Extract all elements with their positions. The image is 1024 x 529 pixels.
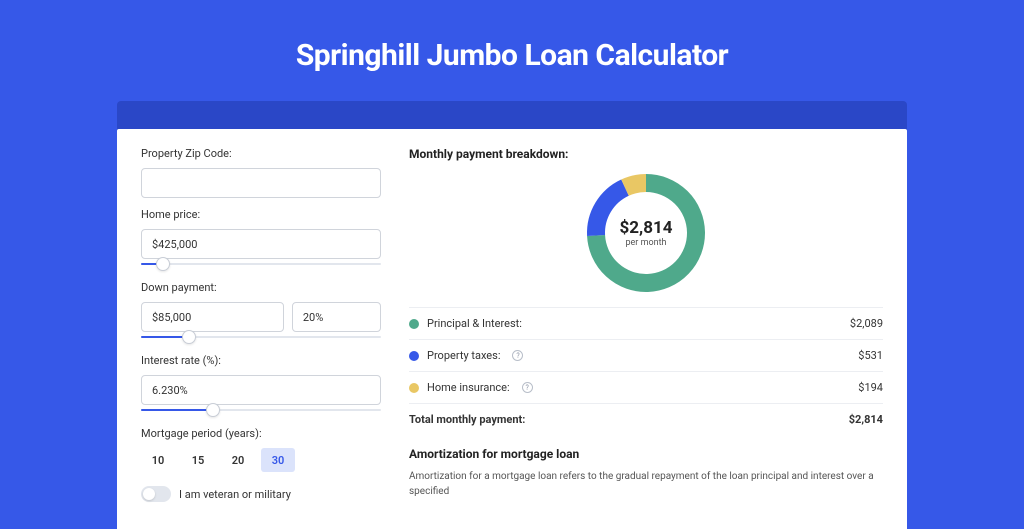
period-label: Mortgage period (years): xyxy=(141,427,381,440)
donut-chart: $2,814 per month xyxy=(586,173,706,293)
down-payment-label: Down payment: xyxy=(141,281,381,294)
legend-label: Principal & Interest: xyxy=(427,317,522,330)
amortization-title: Amortization for mortgage loan xyxy=(409,447,883,461)
info-icon[interactable]: ? xyxy=(512,350,523,361)
legend-dot xyxy=(409,383,419,393)
down-payment-slider[interactable] xyxy=(141,330,381,344)
total-value: $2,814 xyxy=(849,413,883,426)
calculator-card: Property Zip Code: Home price: Down paym… xyxy=(117,129,907,529)
slider-thumb[interactable] xyxy=(156,257,170,271)
breakdown-column: Monthly payment breakdown: $2,814 per mo… xyxy=(409,147,883,529)
home-price-slider[interactable] xyxy=(141,257,381,271)
interest-input[interactable] xyxy=(141,375,381,405)
period-option-15[interactable]: 15 xyxy=(181,448,215,472)
legend-total-row: Total monthly payment: $2,814 xyxy=(409,404,883,435)
period-option-30[interactable]: 30 xyxy=(261,448,295,472)
form-column: Property Zip Code: Home price: Down paym… xyxy=(141,147,381,529)
home-price-input[interactable] xyxy=(141,229,381,259)
period-option-20[interactable]: 20 xyxy=(221,448,255,472)
card-shadow: Property Zip Code: Home price: Down paym… xyxy=(117,101,907,529)
period-option-10[interactable]: 10 xyxy=(141,448,175,472)
total-label: Total monthly payment: xyxy=(409,413,525,426)
period-block: Mortgage period (years): 10152030 xyxy=(141,427,381,472)
down-payment-percent-input[interactable] xyxy=(292,302,381,332)
slider-fill xyxy=(141,409,213,411)
veteran-toggle[interactable] xyxy=(141,486,171,502)
legend-row-2: Home insurance:? $194 xyxy=(409,372,883,404)
zip-block: Property Zip Code: xyxy=(141,147,381,198)
slider-thumb[interactable] xyxy=(206,403,220,417)
legend-value: $2,089 xyxy=(850,317,883,330)
legend-value: $531 xyxy=(858,349,883,362)
toggle-knob xyxy=(143,488,155,500)
interest-block: Interest rate (%): xyxy=(141,354,381,417)
down-payment-block: Down payment: xyxy=(141,281,381,344)
legend-label: Home insurance: xyxy=(427,381,510,394)
legend: Principal & Interest: $2,089 Property taxe… xyxy=(409,308,883,435)
legend-dot xyxy=(409,351,419,361)
legend-row-1: Property taxes:? $531 xyxy=(409,340,883,372)
zip-label: Property Zip Code: xyxy=(141,147,381,160)
period-options: 10152030 xyxy=(141,448,381,472)
down-payment-amount-input[interactable] xyxy=(141,302,284,332)
breakdown-title: Monthly payment breakdown: xyxy=(409,147,883,161)
info-icon[interactable]: ? xyxy=(522,382,533,393)
slider-thumb[interactable] xyxy=(182,330,196,344)
home-price-block: Home price: xyxy=(141,208,381,271)
donut-center: $2,814 per month xyxy=(586,173,706,293)
interest-slider[interactable] xyxy=(141,403,381,417)
legend-label: Property taxes: xyxy=(427,349,500,362)
page-title: Springhill Jumbo Loan Calculator xyxy=(296,38,728,73)
veteran-label: I am veteran or military xyxy=(179,488,291,501)
donut-sub: per month xyxy=(625,238,666,248)
page-root: Springhill Jumbo Loan Calculator Propert… xyxy=(0,0,1024,512)
donut-value: $2,814 xyxy=(620,218,673,238)
legend-dot xyxy=(409,319,419,329)
veteran-row: I am veteran or military xyxy=(141,486,381,502)
slider-track xyxy=(141,263,381,265)
donut-wrap: $2,814 per month xyxy=(409,173,883,293)
home-price-label: Home price: xyxy=(141,208,381,221)
interest-label: Interest rate (%): xyxy=(141,354,381,367)
legend-row-0: Principal & Interest: $2,089 xyxy=(409,308,883,340)
amortization-text: Amortization for a mortgage loan refers … xyxy=(409,469,883,499)
zip-input[interactable] xyxy=(141,168,381,198)
legend-value: $194 xyxy=(858,381,883,394)
